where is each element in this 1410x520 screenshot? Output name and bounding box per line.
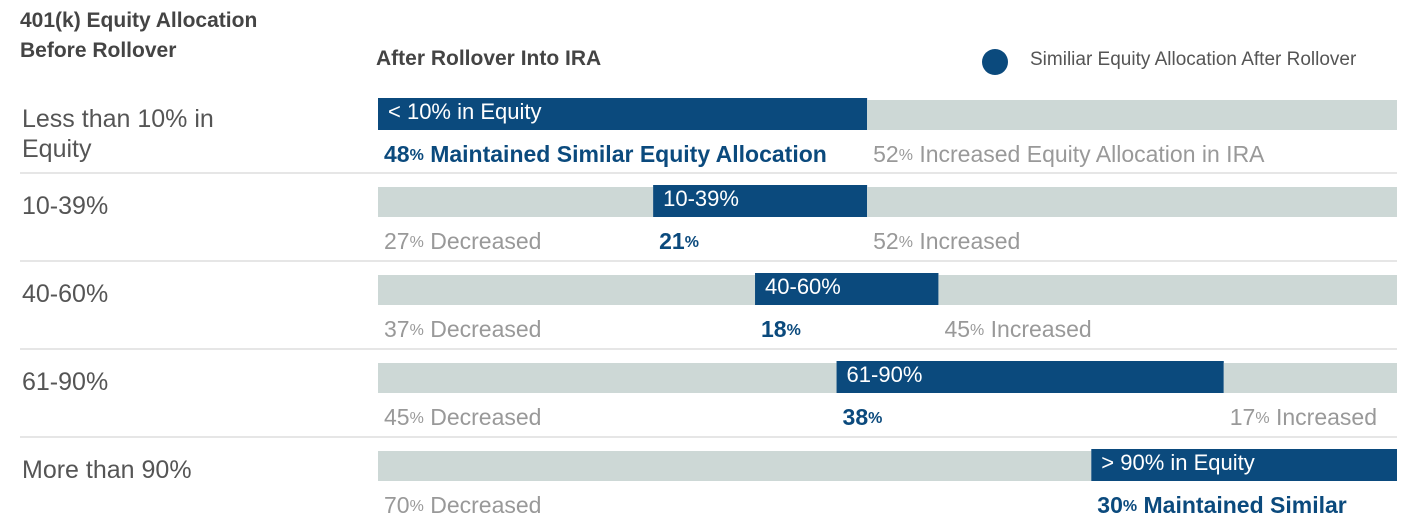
bar-label: < 10% in Equity <box>388 99 541 124</box>
value-label: 21% <box>659 228 699 254</box>
legend-label: Similiar Equity Allocation After Rollove… <box>1030 49 1357 70</box>
bar-segment <box>653 185 868 217</box>
bar-segment <box>378 363 837 393</box>
bar-segment <box>378 187 654 217</box>
bar-segment <box>378 275 756 305</box>
bar-segment <box>378 98 868 130</box>
bar-segment <box>867 187 1397 217</box>
bar-segment <box>378 451 1092 481</box>
value-label: 37% Decreased <box>384 316 541 342</box>
bar-label: > 90% in Equity <box>1101 450 1254 475</box>
value-label: 48% Maintained Similar Equity Allocation <box>384 141 827 167</box>
bar-label: 61-90% <box>847 362 923 387</box>
value-label: 52% Increased Equity Allocation in IRA <box>873 141 1265 167</box>
legend-marker <box>982 49 1008 75</box>
bar-segment <box>1223 363 1397 393</box>
row-header: 401(k) Equity Allocation Before Rollover <box>20 9 258 62</box>
row-label: 61-90% <box>22 368 109 396</box>
value-label: 18% <box>761 316 801 342</box>
column-header: After Rollover Into IRA <box>376 47 602 70</box>
bar-segment <box>1091 449 1397 481</box>
bar-label: 40-60% <box>765 274 841 299</box>
value-label: 70% Decreased <box>384 492 541 518</box>
bar-segment <box>836 361 1224 393</box>
row-label: More than 90% <box>22 456 192 484</box>
bar-segment <box>867 100 1397 130</box>
bar-segment <box>938 275 1397 305</box>
value-label: 38% <box>843 404 883 430</box>
bar-label: 10-39% <box>663 186 739 211</box>
value-label: 17% Increased <box>1230 404 1377 430</box>
value-label: 30% Maintained Similar <box>1097 492 1346 518</box>
value-label: 52% Increased <box>873 228 1020 254</box>
value-label: 45% Increased <box>944 316 1091 342</box>
row-label: Less than 10% in Equity <box>22 105 214 163</box>
bar-segment <box>755 273 939 305</box>
row-label: 40-60% <box>22 280 109 308</box>
value-label: 27% Decreased <box>384 228 541 254</box>
row-label: 10-39% <box>22 192 109 220</box>
value-label: 45% Decreased <box>384 404 541 430</box>
